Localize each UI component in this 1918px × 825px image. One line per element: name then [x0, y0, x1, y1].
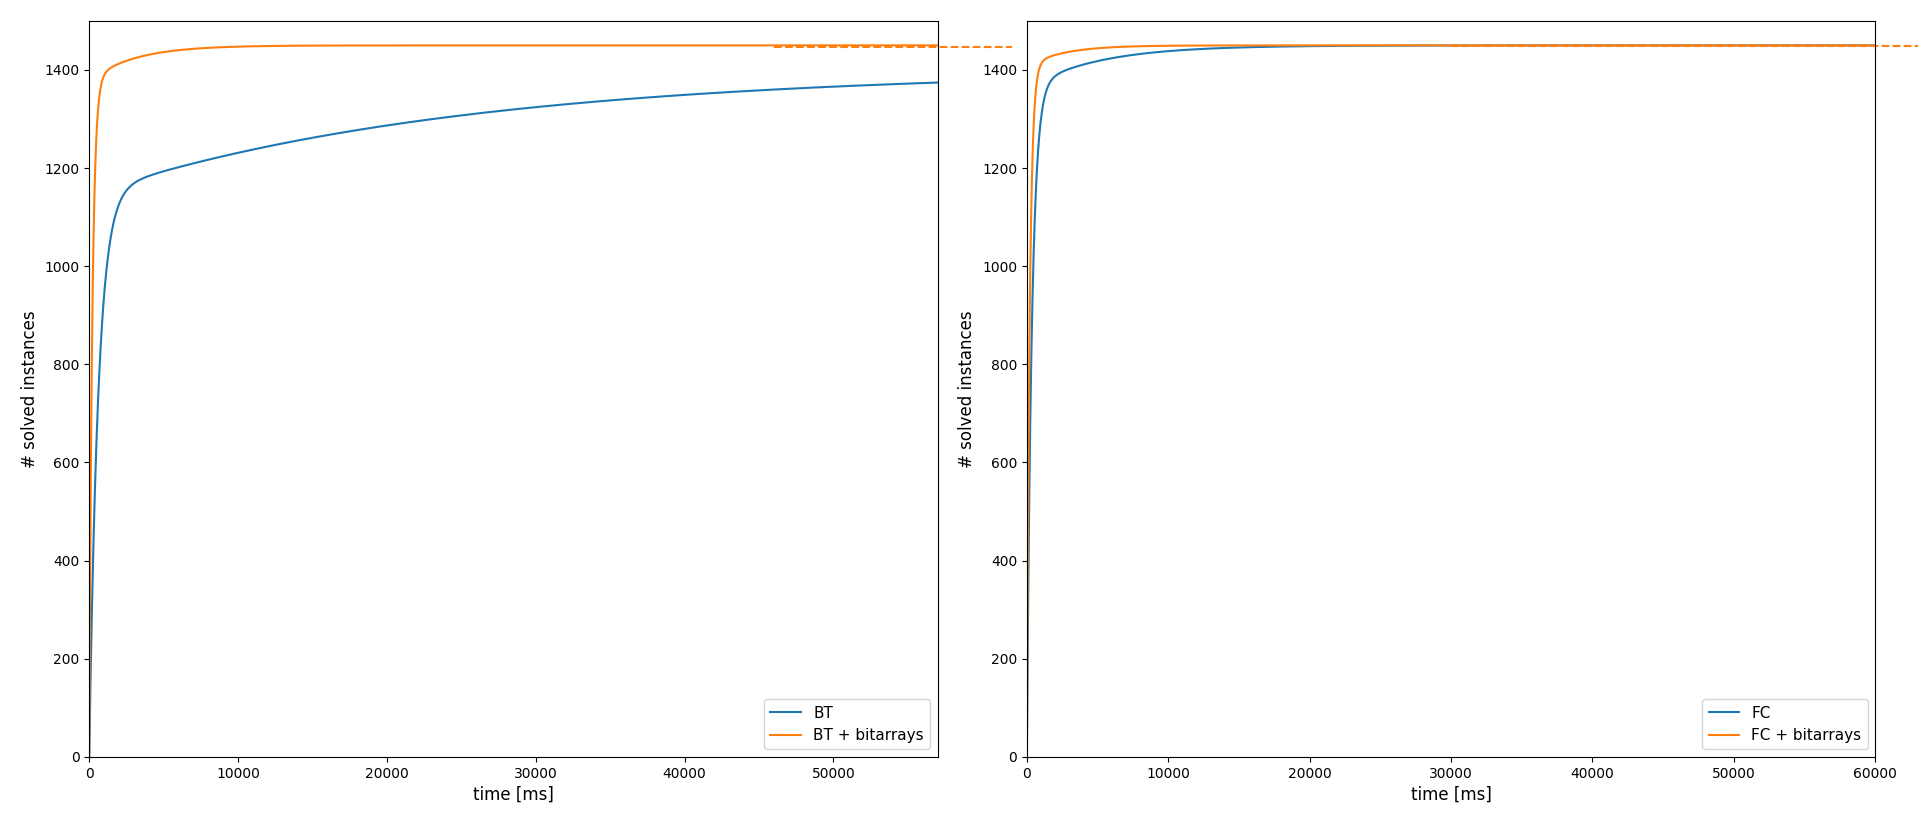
FC	[1112, 51, 1135, 61]
BT + bitarrays	[819, 40, 842, 50]
Line: BT + bitarrays: BT + bitarrays	[90, 45, 938, 757]
BT	[79, 752, 102, 761]
FC	[1755, 40, 1778, 50]
BT	[819, 82, 842, 92]
Y-axis label: # solved instances: # solved instances	[959, 310, 976, 468]
X-axis label: time [ms]: time [ms]	[474, 786, 554, 804]
X-axis label: time [ms]: time [ms]	[1410, 786, 1492, 804]
FC	[1847, 40, 1870, 50]
Y-axis label: # solved instances: # solved instances	[21, 310, 38, 468]
BT	[909, 78, 932, 88]
Line: FC: FC	[1026, 45, 1876, 757]
FC + bitarrays	[1864, 40, 1887, 50]
Legend: BT, BT + bitarrays: BT, BT + bitarrays	[765, 700, 930, 749]
BT + bitarrays	[175, 45, 198, 54]
FC + bitarrays	[1377, 40, 1400, 50]
FC	[1377, 40, 1400, 50]
BT + bitarrays	[439, 40, 462, 50]
FC + bitarrays	[1847, 40, 1870, 50]
BT + bitarrays	[403, 40, 426, 50]
FC	[1341, 41, 1364, 51]
Line: BT: BT	[90, 82, 938, 757]
BT	[926, 78, 949, 87]
Line: FC + bitarrays: FC + bitarrays	[1026, 45, 1876, 757]
FC + bitarrays	[1162, 40, 1185, 50]
BT	[439, 111, 462, 121]
BT + bitarrays	[926, 40, 949, 50]
FC	[1015, 752, 1038, 761]
Legend: FC, FC + bitarrays: FC, FC + bitarrays	[1703, 700, 1868, 749]
FC	[1864, 40, 1887, 50]
FC + bitarrays	[1112, 42, 1135, 52]
BT	[403, 116, 426, 126]
BT + bitarrays	[79, 752, 102, 761]
FC + bitarrays	[1341, 40, 1364, 50]
BT + bitarrays	[224, 42, 247, 52]
BT + bitarrays	[909, 40, 932, 50]
BT	[224, 148, 247, 158]
FC + bitarrays	[1755, 40, 1778, 50]
BT	[175, 160, 198, 170]
FC + bitarrays	[1015, 752, 1038, 761]
FC	[1162, 45, 1185, 55]
